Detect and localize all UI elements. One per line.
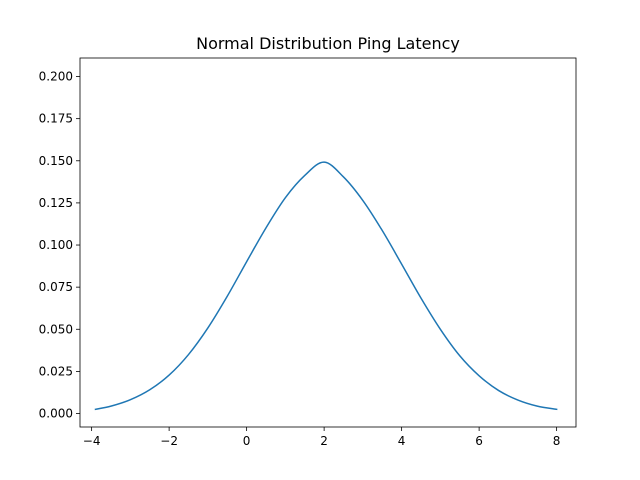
- series-line: [94, 161, 558, 411]
- y-tick-label: 0.025: [39, 364, 73, 378]
- x-axis-ticks: −4 −2 0 2 4 6 8: [83, 427, 561, 448]
- plot-frame: [79, 57, 577, 428]
- y-tick-label: 0.125: [39, 196, 73, 210]
- y-axis-ticks: 0.000 0.025 0.050 0.075 0.100 0.125 0.150 0.175…: [39, 70, 80, 421]
- x-tick-label: 4: [398, 434, 406, 448]
- x-tick-label: −2: [160, 434, 178, 448]
- x-tick-label: 0: [243, 434, 251, 448]
- plot-area: [80, 58, 576, 427]
- x-tick-label: 8: [553, 434, 561, 448]
- x-tick-label: 2: [320, 434, 328, 448]
- y-tick-label: 0.000: [39, 407, 73, 421]
- x-tick-label: −4: [83, 434, 101, 448]
- y-tick-label: 0.050: [39, 322, 73, 336]
- y-tick-label: 0.200: [39, 70, 73, 84]
- y-tick-label: 0.075: [39, 280, 73, 294]
- y-tick-label: 0.175: [39, 112, 73, 126]
- y-tick-label: 0.150: [39, 154, 73, 168]
- chart-title: Normal Distribution Ping Latency: [196, 34, 460, 53]
- y-tick-label: 0.100: [39, 238, 73, 252]
- x-tick-label: 6: [475, 434, 483, 448]
